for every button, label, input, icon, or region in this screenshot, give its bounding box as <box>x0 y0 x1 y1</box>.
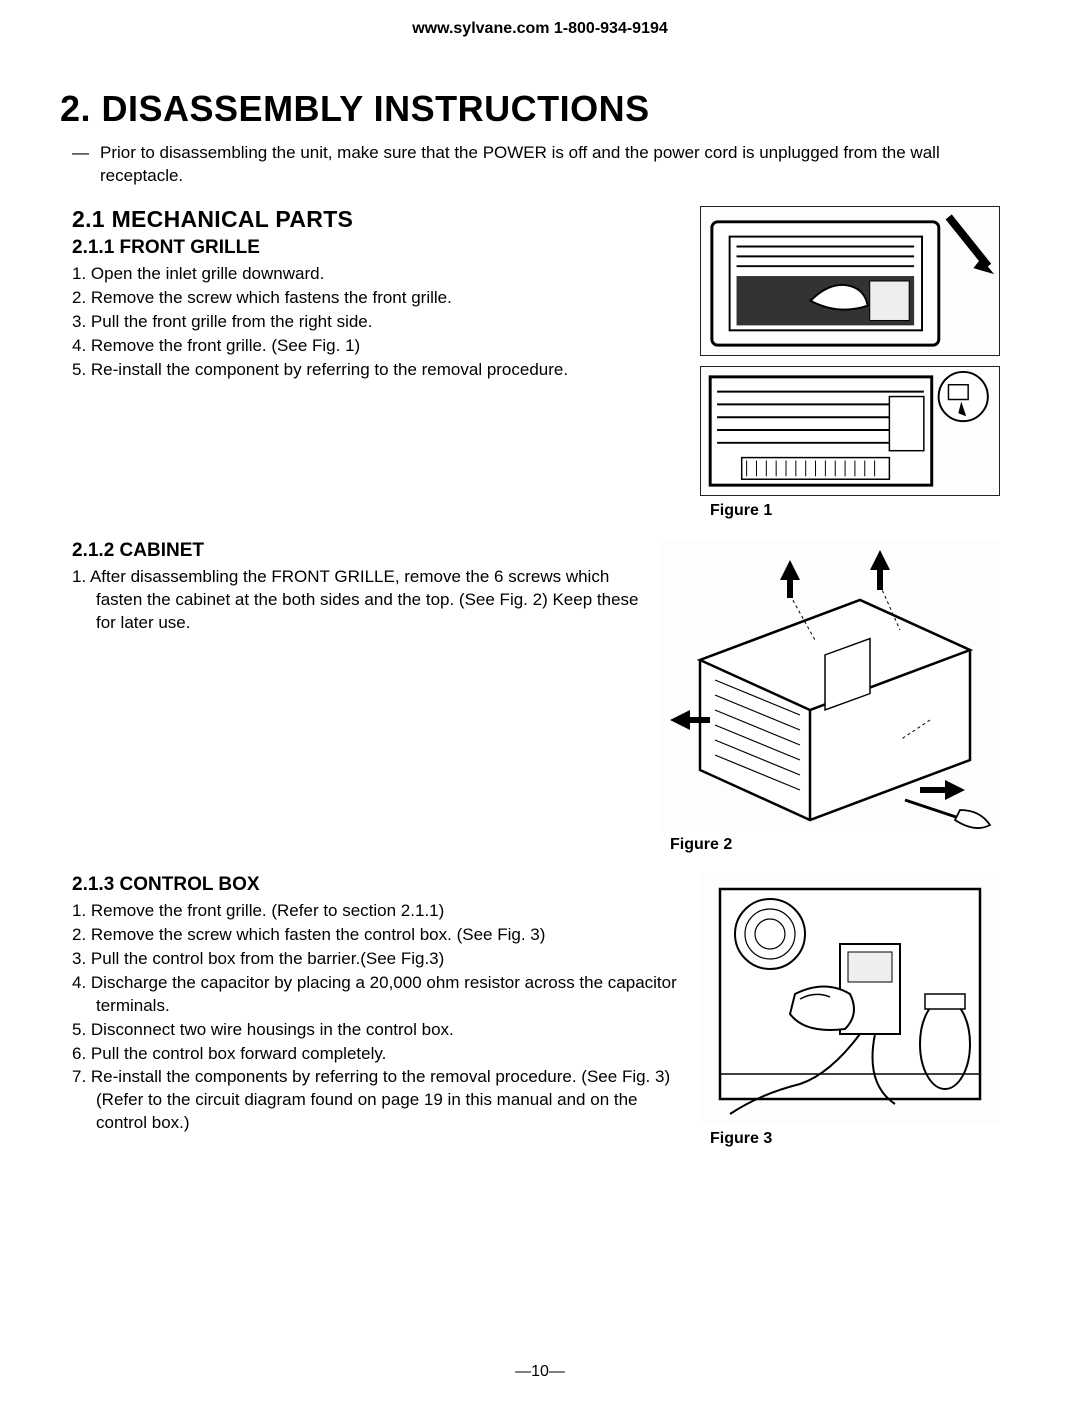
figure-2 <box>660 540 1000 830</box>
figure-3-svg <box>700 874 1000 1124</box>
figure-1-caption: Figure 1 <box>710 502 1020 520</box>
step-item: 1. Open the inlet grille downward. <box>72 263 680 286</box>
header-link: www.sylvane.com 1-800-934-9194 <box>60 20 1020 38</box>
step-item: 5. Re-install the component by referring… <box>72 359 680 382</box>
heading-2-1-1: 2.1.1 FRONT GRILLE <box>72 237 680 259</box>
warning-text: Prior to disassembling the unit, make su… <box>100 143 940 185</box>
warning-note: —Prior to disassembling the unit, make s… <box>100 142 1020 188</box>
figure-2-caption: Figure 2 <box>670 836 1020 854</box>
heading-2-1: 2.1 MECHANICAL PARTS <box>72 206 680 233</box>
page-title: 2. DISASSEMBLY INSTRUCTIONS <box>60 88 1020 130</box>
step-item: 2. Remove the screw which fasten the con… <box>72 924 680 947</box>
step-item: 3. Pull the control box from the barrier… <box>72 948 680 971</box>
figure-2-svg <box>660 540 1000 830</box>
dash-bullet: — <box>72 142 100 165</box>
figure-1a <box>700 206 1000 356</box>
step-item: 1. Remove the front grille. (Refer to se… <box>72 900 680 923</box>
step-item: 2. Remove the screw which fastens the fr… <box>72 287 680 310</box>
figure-3-col: Figure 3 <box>700 874 1020 1148</box>
section-2-1-1-row: 2.1 MECHANICAL PARTS 2.1.1 FRONT GRILLE … <box>60 206 1020 520</box>
steps-2-1-2: 1. After disassembling the FRONT GRILLE,… <box>72 566 640 635</box>
figure-2-col: Figure 2 <box>660 540 1020 854</box>
section-2-1-1-text: 2.1 MECHANICAL PARTS 2.1.1 FRONT GRILLE … <box>60 206 680 520</box>
figure-3-caption: Figure 3 <box>710 1130 1020 1148</box>
figure-3 <box>700 874 1000 1124</box>
figure-1b <box>700 366 1000 496</box>
figure-1a-svg <box>701 207 999 355</box>
section-2-1-2-row: 2.1.2 CABINET 1. After disassembling the… <box>60 540 1020 854</box>
steps-2-1-1: 1. Open the inlet grille downward. 2. Re… <box>72 263 680 382</box>
figure-1b-svg <box>701 367 999 495</box>
steps-2-1-3: 1. Remove the front grille. (Refer to se… <box>72 900 680 1135</box>
step-item: 3. Pull the front grille from the right … <box>72 311 680 334</box>
heading-2-1-3: 2.1.3 CONTROL BOX <box>72 874 680 896</box>
step-item: 1. After disassembling the FRONT GRILLE,… <box>72 566 640 635</box>
section-2-1-3-row: 2.1.3 CONTROL BOX 1. Remove the front gr… <box>60 874 1020 1148</box>
step-item: 4. Discharge the capacitor by placing a … <box>72 972 680 1018</box>
step-item: 4. Remove the front grille. (See Fig. 1) <box>72 335 680 358</box>
heading-2-1-2: 2.1.2 CABINET <box>72 540 640 562</box>
step-item: 6. Pull the control box forward complete… <box>72 1043 680 1066</box>
step-item: 7. Re-install the components by referrin… <box>72 1066 680 1135</box>
step-item: 5. Disconnect two wire housings in the c… <box>72 1019 680 1042</box>
section-2-1-2-text: 2.1.2 CABINET 1. After disassembling the… <box>60 540 640 854</box>
figure-1-col: Figure 1 <box>700 206 1020 520</box>
page-number: —10— <box>0 1363 1080 1381</box>
section-2-1-3-text: 2.1.3 CONTROL BOX 1. Remove the front gr… <box>60 874 680 1148</box>
